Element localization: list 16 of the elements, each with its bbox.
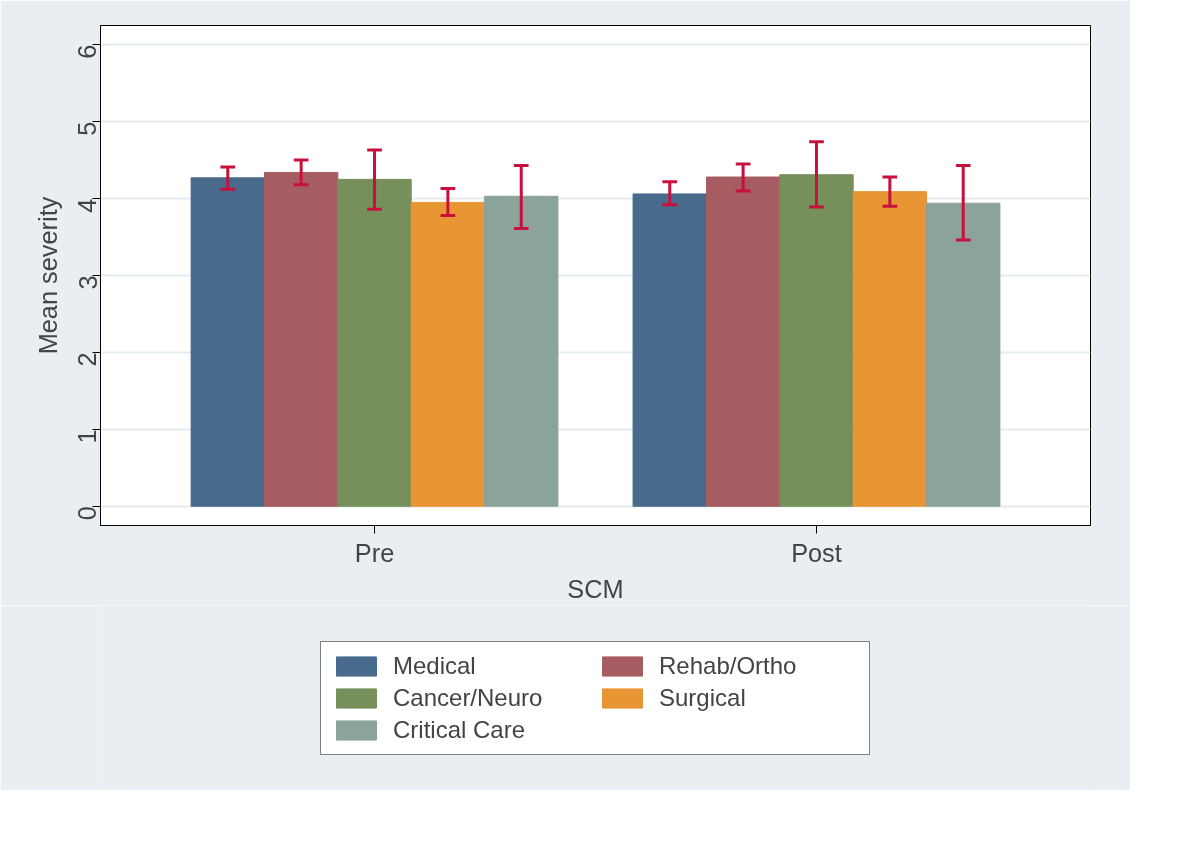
- y-tick-label: 0: [73, 506, 102, 521]
- y-tick-label: 2: [73, 352, 102, 367]
- legend-label: Critical Care: [393, 715, 527, 744]
- y-tick-label: 6: [73, 44, 102, 59]
- legend-label: Medical: [393, 651, 477, 680]
- y-axis-title: Mean severity: [33, 196, 62, 355]
- y-tick-label: 3: [73, 275, 102, 290]
- y-tick-label: 5: [73, 121, 102, 136]
- legend-label: Rehab/Ortho: [659, 651, 798, 680]
- x-tick-label: Pre: [354, 538, 395, 567]
- legend-label: Surgical: [659, 683, 747, 712]
- legend-label: Cancer/Neuro: [393, 683, 544, 712]
- x-axis-title: SCM: [567, 574, 624, 603]
- x-tick-label: Post: [791, 538, 842, 567]
- y-tick-label: 4: [73, 198, 102, 213]
- y-tick-label: 1: [73, 429, 102, 444]
